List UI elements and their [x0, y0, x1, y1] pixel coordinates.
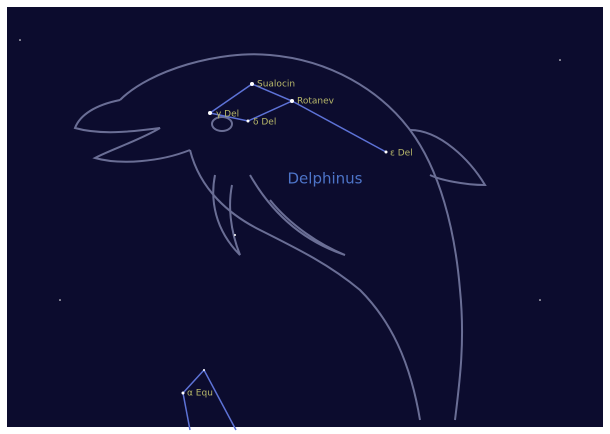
star-label: ε Del [390, 149, 413, 159]
star-label: δ Del [253, 118, 276, 128]
sky-view: Sualocin Rotanev γ Del δ Del ε Del α Equ… [0, 0, 610, 434]
star-label: Sualocin [257, 80, 295, 90]
constellation-name: Delphinus [288, 170, 363, 188]
sky-background [7, 7, 603, 427]
star-label: Rotanev [297, 97, 335, 107]
star-label: α Equ [187, 389, 213, 399]
star-label: γ Del [216, 110, 239, 120]
